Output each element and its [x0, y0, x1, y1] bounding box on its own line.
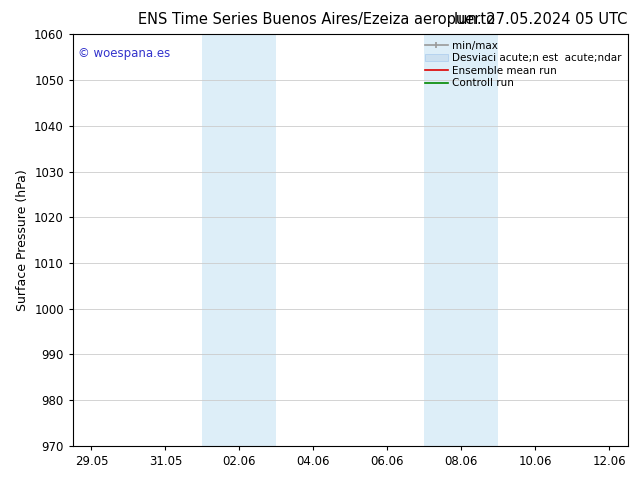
Text: ENS Time Series Buenos Aires/Ezeiza aeropuerto: ENS Time Series Buenos Aires/Ezeiza aero… — [138, 12, 496, 27]
Legend: min/max, Desviaci acute;n est  acute;ndar, Ensemble mean run, Controll run: min/max, Desviaci acute;n est acute;ndar… — [421, 36, 626, 93]
Bar — [202, 34, 276, 446]
Text: © woespana.es: © woespana.es — [79, 47, 171, 60]
Text: lun. 27.05.2024 05 UTC: lun. 27.05.2024 05 UTC — [455, 12, 628, 27]
Bar — [424, 34, 498, 446]
Y-axis label: Surface Pressure (hPa): Surface Pressure (hPa) — [16, 169, 29, 311]
